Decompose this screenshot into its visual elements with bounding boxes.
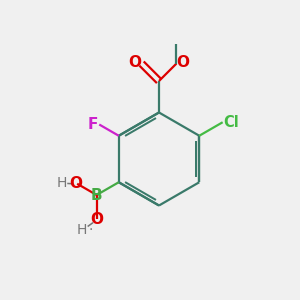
Text: O: O [176,55,190,70]
Text: H: H [77,224,87,237]
Text: O: O [128,55,142,70]
Text: B: B [91,188,103,202]
Text: O: O [90,212,103,227]
Text: O: O [69,176,82,191]
Text: F: F [88,117,98,132]
Text: H: H [56,176,67,190]
Text: Cl: Cl [223,115,239,130]
Text: ·: · [88,224,93,237]
